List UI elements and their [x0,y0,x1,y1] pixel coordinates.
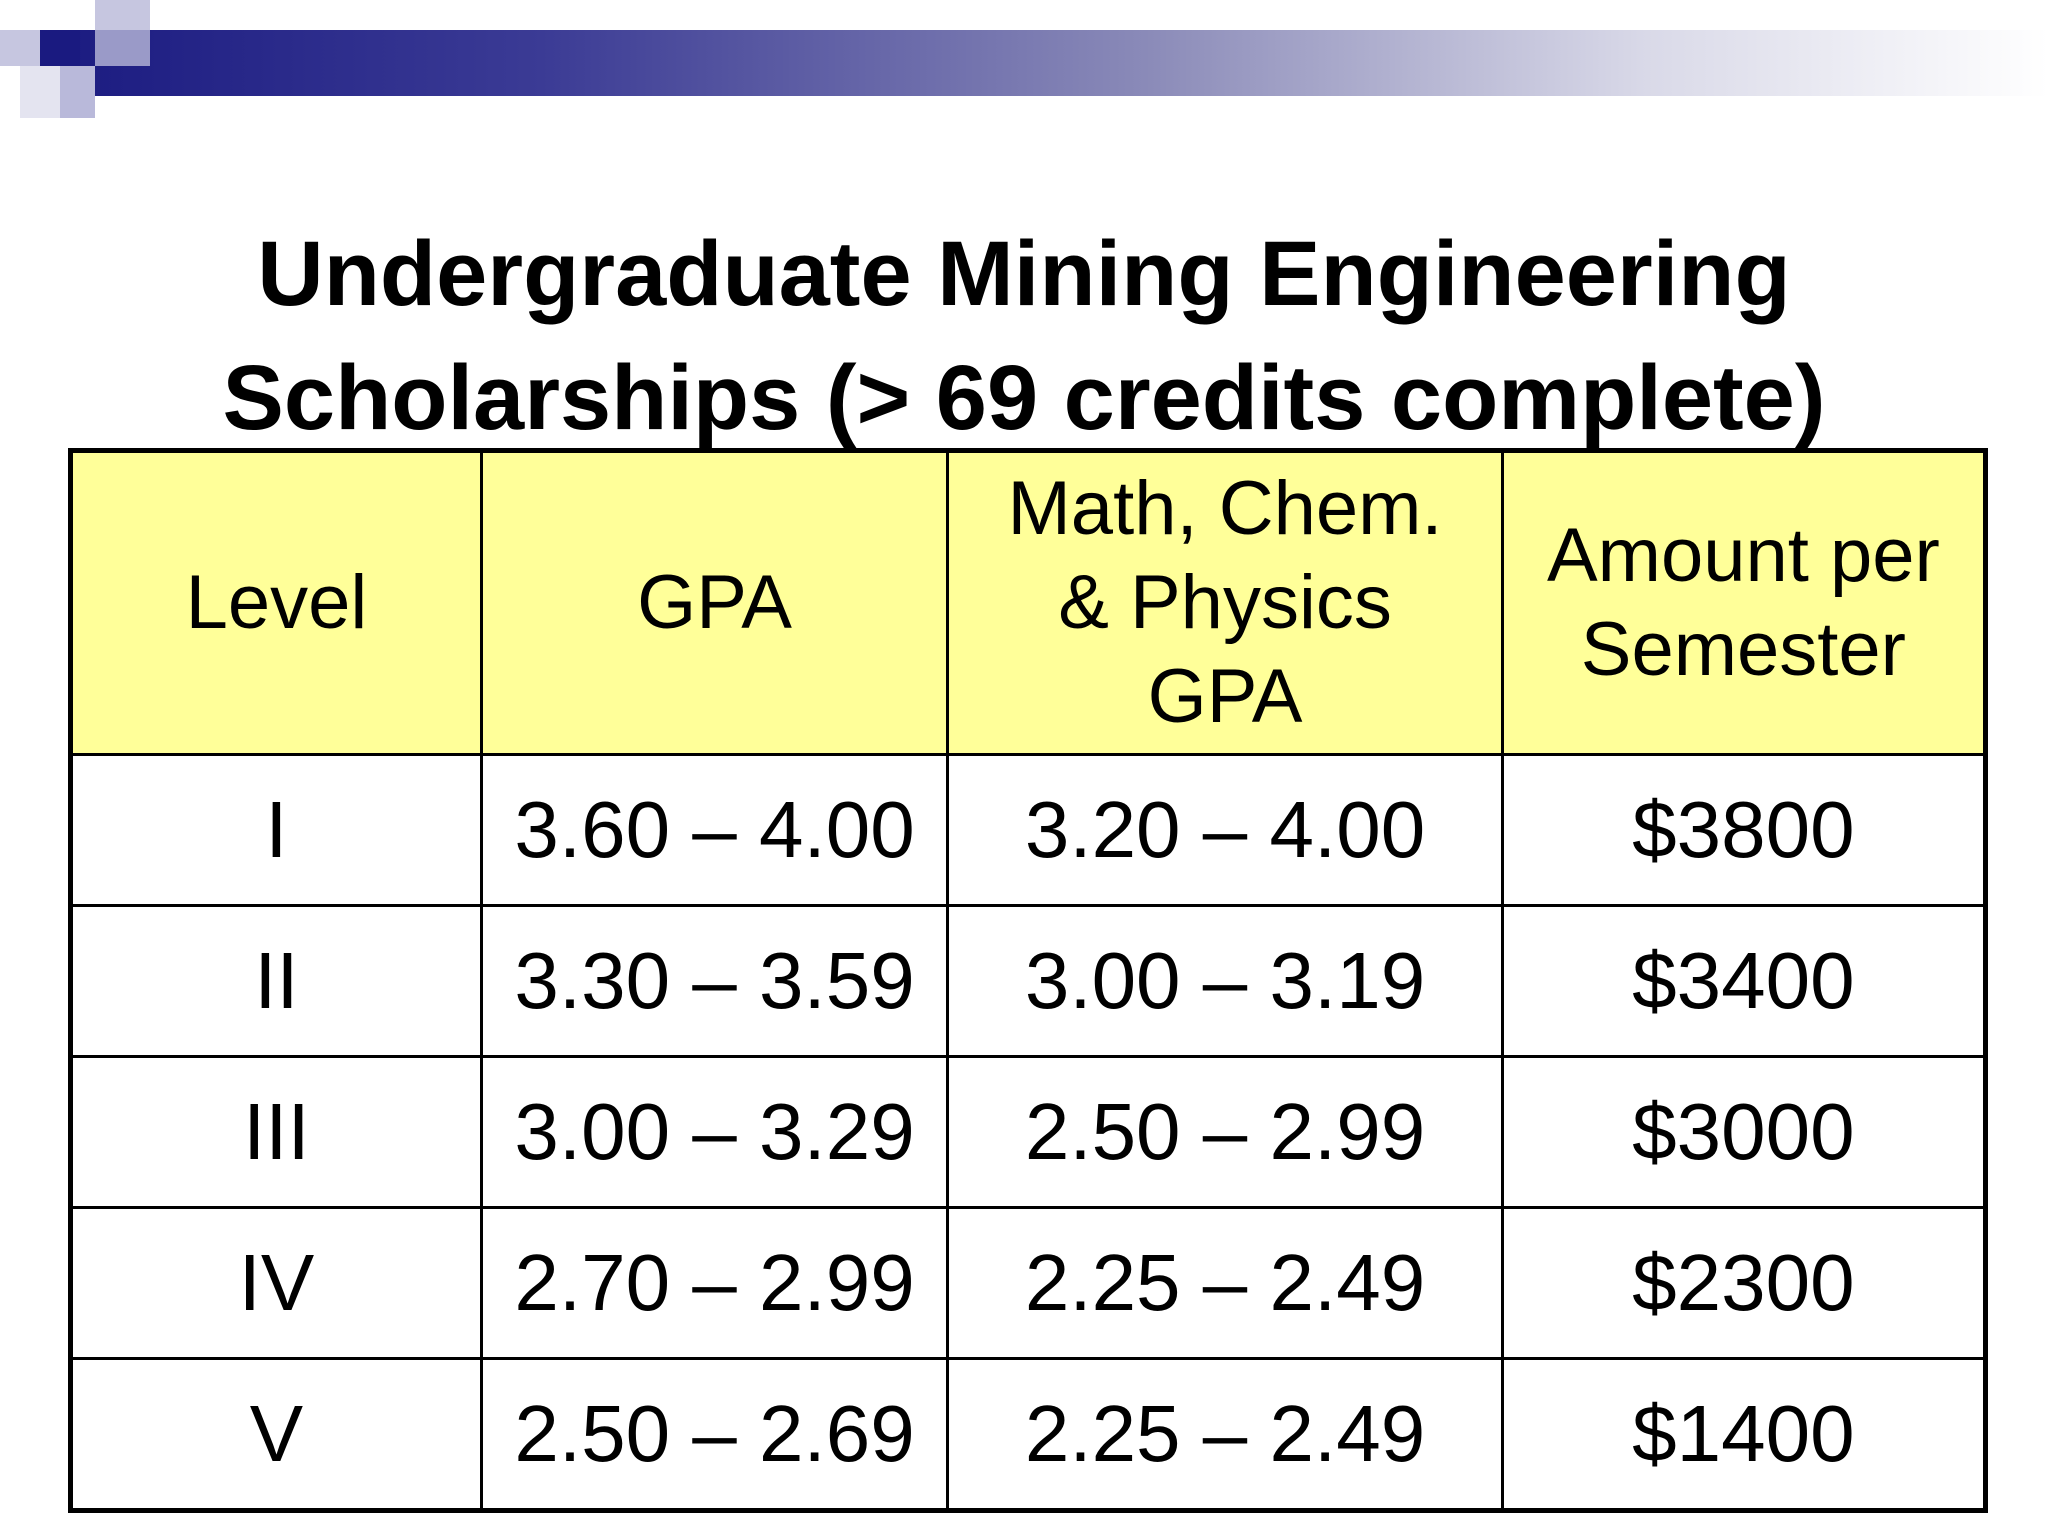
decor-square [95,30,150,66]
header-line: Math, Chem. [1007,466,1443,551]
cell-level: II [69,904,483,1058]
table-row: II 3.30 – 3.59 3.00 – 3.19 $3400 [69,904,1988,1058]
cell-level: V [69,1357,483,1512]
table-row: III 3.00 – 3.29 2.50 – 2.99 $3000 [69,1055,1988,1209]
cell-amount: $3800 [1500,753,1988,907]
decor-square [95,0,150,30]
decor-square [0,30,40,66]
cell-amount: $3000 [1500,1055,1988,1209]
cell-amount: $2300 [1500,1206,1988,1360]
header-amount-per-semester: Amount per Semester [1500,449,1988,756]
header-line: GPA [637,560,792,645]
cell-gpa: 3.30 – 3.59 [479,904,950,1058]
decor-square [40,30,80,66]
slide-title-line-1: Undergraduate Mining Engineering [257,222,1791,325]
slide-title: Undergraduate Mining Engineering Scholar… [60,212,1988,460]
decor-square [20,0,60,30]
slide-title-line-2: Scholarships (> 69 credits complete) [222,346,1826,449]
cell-mcp-gpa: 2.25 – 2.49 [946,1357,1504,1512]
header-gradient-band [40,30,2048,96]
header-line: Semester [1580,607,1906,692]
header-level: Level [69,449,483,756]
table-row: V 2.50 – 2.69 2.25 – 2.49 $1400 [69,1357,1988,1512]
cell-level: I [69,753,483,907]
cell-gpa: 2.50 – 2.69 [479,1357,950,1512]
scholarship-table: Level GPA Math, Chem. & Physics GPA Amou… [68,448,1988,1513]
table-header-row: Level GPA Math, Chem. & Physics GPA Amou… [69,449,1988,756]
header-line: GPA [1147,654,1303,739]
cell-gpa: 2.70 – 2.99 [479,1206,950,1360]
header-gpa: GPA [479,449,950,756]
cell-mcp-gpa: 3.20 – 4.00 [946,753,1504,907]
header-line: Level [185,560,368,645]
cell-amount: $1400 [1500,1357,1988,1512]
table-row: IV 2.70 – 2.99 2.25 – 2.49 $2300 [69,1206,1988,1360]
cell-level: IV [69,1206,483,1360]
cell-gpa: 3.60 – 4.00 [479,753,950,907]
decor-square [20,66,60,118]
cell-gpa: 3.00 – 3.29 [479,1055,950,1209]
header-line: & Physics [1058,560,1392,645]
cell-level: III [69,1055,483,1209]
decor-square [60,66,95,118]
cell-mcp-gpa: 2.25 – 2.49 [946,1206,1504,1360]
cell-amount: $3400 [1500,904,1988,1058]
header-line: Amount per [1546,513,1940,598]
cell-mcp-gpa: 2.50 – 2.99 [946,1055,1504,1209]
cell-mcp-gpa: 3.00 – 3.19 [946,904,1504,1058]
table-row: I 3.60 – 4.00 3.20 – 4.00 $3800 [69,753,1988,907]
header-math-chem-physics-gpa: Math, Chem. & Physics GPA [946,449,1504,756]
